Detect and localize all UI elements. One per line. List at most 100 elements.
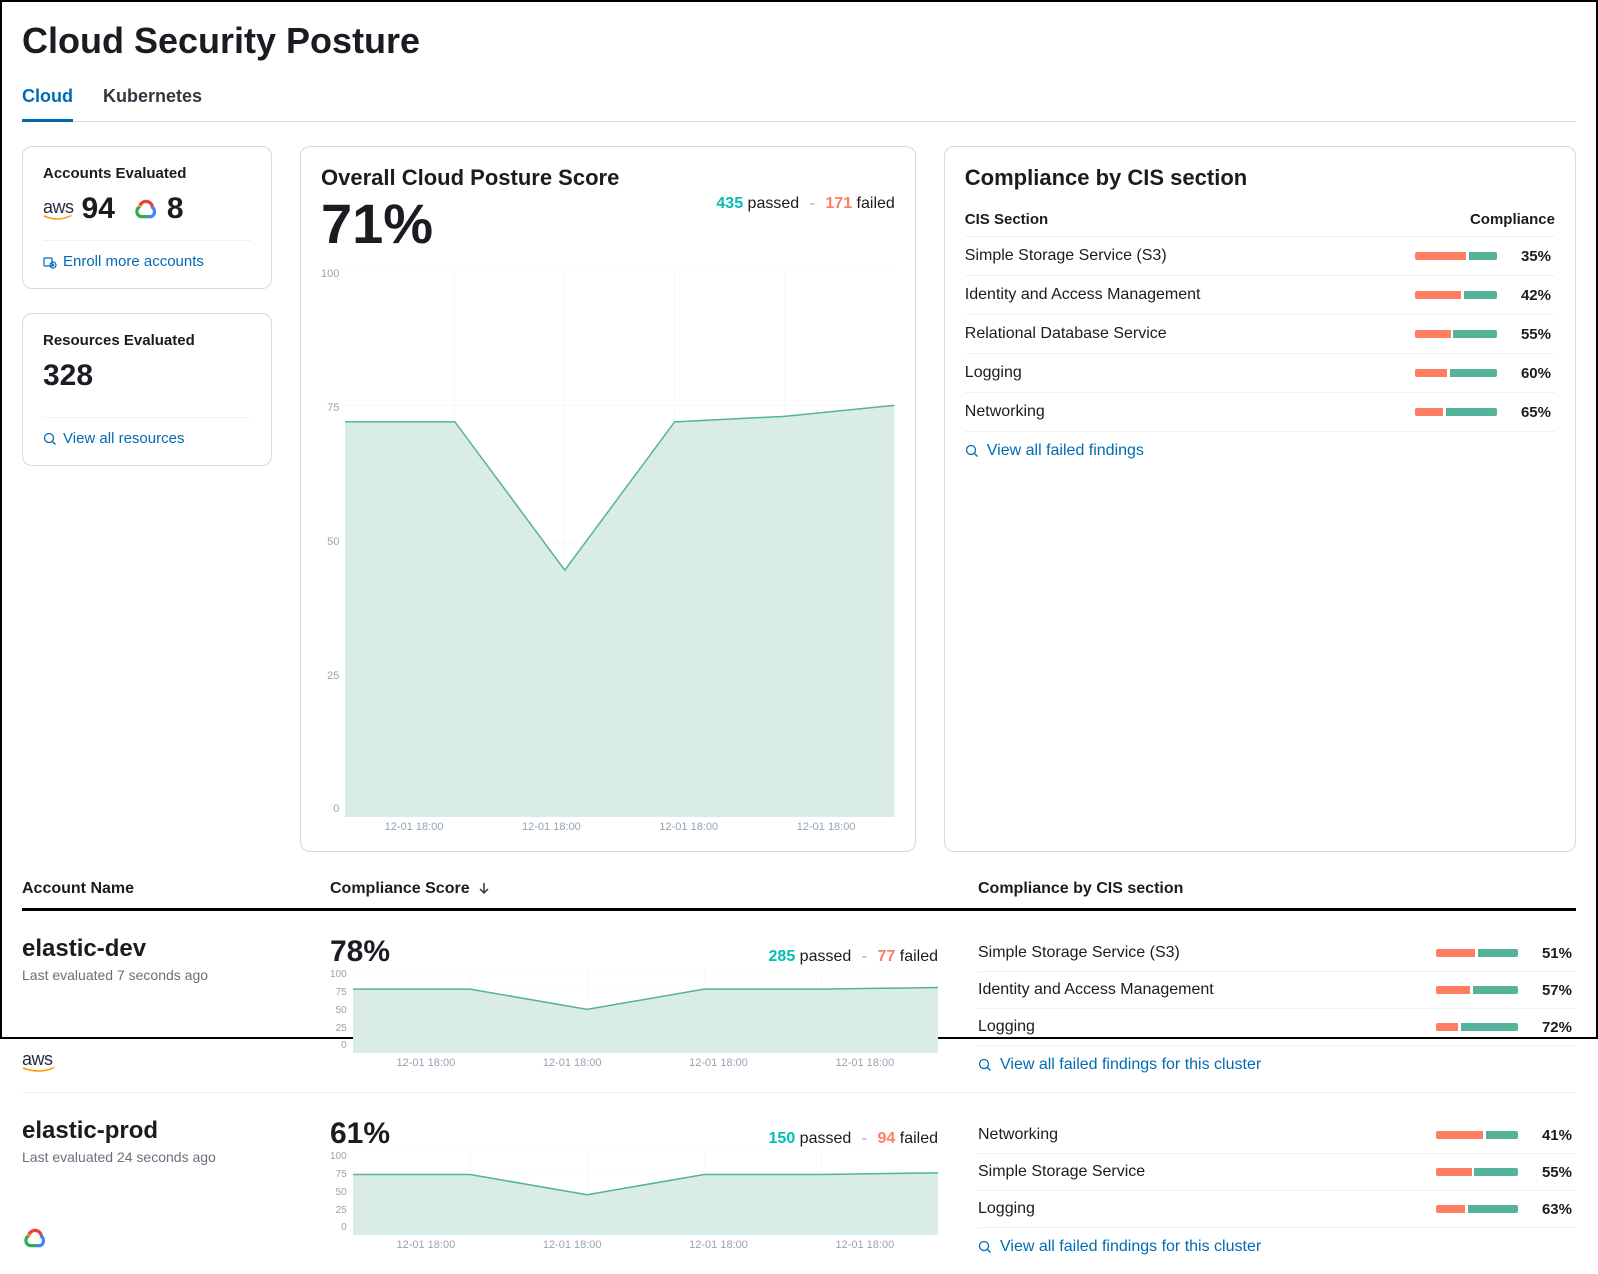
cis-row: Logging 63% <box>978 1190 1576 1227</box>
view-all-resources-link[interactable]: View all resources <box>43 417 251 447</box>
cis-row-name: Simple Storage Service <box>978 1163 1436 1181</box>
header-compliance-score[interactable]: Compliance Score <box>330 880 978 898</box>
cis-header-section: CIS Section <box>965 211 1048 228</box>
cis-bar <box>1415 291 1497 299</box>
failed-label: failed <box>852 195 895 212</box>
aws-icon: aws <box>22 1052 330 1074</box>
cis-row: Simple Storage Service 55% <box>978 1153 1576 1190</box>
cis-row-name: Networking <box>965 403 1415 421</box>
page-title: Cloud Security Posture <box>22 20 1576 62</box>
cis-bar <box>1436 1168 1518 1176</box>
search-icon <box>965 444 979 458</box>
aws-count: aws 94 <box>43 192 115 226</box>
search-icon <box>978 1058 992 1072</box>
overall-posture-card: Overall Cloud Posture Score 71% 435 pass… <box>300 146 916 852</box>
cis-row-name: Identity and Access Management <box>965 286 1415 304</box>
cis-title: Compliance by CIS section <box>965 165 1555 191</box>
cis-row-name: Relational Database Service <box>965 325 1415 343</box>
account-last-evaluated: Last evaluated 7 seconds ago <box>22 967 330 983</box>
cis-row: Logging 72% <box>978 1008 1576 1045</box>
cis-bar <box>1415 408 1497 416</box>
cis-row: Networking 65% <box>965 392 1555 431</box>
search-icon <box>978 1240 992 1254</box>
tab-cloud[interactable]: Cloud <box>22 78 73 122</box>
cis-row: Identity and Access Management 42% <box>965 275 1555 314</box>
accounts-evaluated-label: Accounts Evaluated <box>43 165 251 182</box>
cis-row-name: Simple Storage Service (S3) <box>965 247 1415 265</box>
gcp-icon <box>22 1225 48 1251</box>
cis-pct: 42% <box>1511 287 1551 304</box>
account-row: elastic-dev Last evaluated 7 seconds ago… <box>22 911 1576 1093</box>
overall-chart: 1007550250 12-01 18:0012-01 18:0012-01 1… <box>321 268 895 833</box>
header-account-name[interactable]: Account Name <box>22 880 330 898</box>
gcp-count-value: 8 <box>167 192 184 226</box>
cis-row: Simple Storage Service (S3) 35% <box>965 236 1555 275</box>
cis-header-compliance: Compliance <box>1470 211 1555 228</box>
cis-bar <box>1436 949 1518 957</box>
cis-bar <box>1436 1023 1518 1031</box>
aws-icon: aws <box>43 197 74 222</box>
cis-row: Networking 41% <box>978 1117 1576 1153</box>
view-cluster-findings-link[interactable]: View all failed findings for this cluste… <box>978 1227 1576 1256</box>
cis-row: Relational Database Service 55% <box>965 314 1555 353</box>
accounts-table-header: Account Name Compliance Score Compliance… <box>22 880 1576 911</box>
gcp-count: 8 <box>133 192 184 226</box>
account-pass-fail: 150 passed - 94 failed <box>769 1130 938 1148</box>
enroll-icon <box>43 255 57 269</box>
cis-row-name: Identity and Access Management <box>978 981 1436 999</box>
view-failed-findings-label: View all failed findings <box>987 442 1144 460</box>
account-name[interactable]: elastic-prod <box>22 1117 330 1145</box>
cis-pct: 41% <box>1532 1127 1572 1144</box>
cis-pct: 57% <box>1532 982 1572 999</box>
cis-row: Simple Storage Service (S3) 51% <box>978 935 1576 971</box>
view-failed-findings-link[interactable]: View all failed findings <box>965 431 1555 460</box>
cis-pct: 55% <box>1511 326 1551 343</box>
cis-pct: 63% <box>1532 1201 1572 1218</box>
resources-evaluated-card: Resources Evaluated 328 View all resourc… <box>22 313 272 466</box>
cis-pct: 60% <box>1511 365 1551 382</box>
overall-score: 71% <box>321 191 619 256</box>
cis-bar <box>1436 1205 1518 1213</box>
cis-pct: 55% <box>1532 1164 1572 1181</box>
account-score: 78% <box>330 935 390 969</box>
search-icon <box>43 432 57 446</box>
cis-pct: 65% <box>1511 404 1551 421</box>
cis-row: Logging 60% <box>965 353 1555 392</box>
overall-title: Overall Cloud Posture Score <box>321 165 619 191</box>
cis-pct: 72% <box>1532 1019 1572 1036</box>
account-chart: 1007550250 12-01 18:0012-01 18:0012-01 1… <box>330 1151 938 1251</box>
account-chart: 1007550250 12-01 18:0012-01 18:0012-01 1… <box>330 969 938 1069</box>
account-row: elastic-prod Last evaluated 24 seconds a… <box>22 1093 1576 1274</box>
cis-pct: 51% <box>1532 945 1572 962</box>
cis-row-name: Logging <box>978 1200 1436 1218</box>
cis-bar <box>1415 330 1497 338</box>
resources-evaluated-label: Resources Evaluated <box>43 332 251 349</box>
cis-bar <box>1436 1131 1518 1139</box>
tabs: Cloud Kubernetes <box>22 78 1576 122</box>
cis-bar <box>1415 369 1497 377</box>
enroll-accounts-link[interactable]: Enroll more accounts <box>43 240 251 270</box>
cis-row-name: Networking <box>978 1126 1436 1144</box>
overall-passed-count: 435 <box>716 195 743 212</box>
account-pass-fail: 285 passed - 77 failed <box>769 948 938 966</box>
account-score: 61% <box>330 1117 390 1151</box>
cis-row-name: Logging <box>978 1018 1436 1036</box>
gcp-icon <box>133 196 159 222</box>
enroll-accounts-label: Enroll more accounts <box>63 253 204 270</box>
header-cis[interactable]: Compliance by CIS section <box>978 880 1576 898</box>
cis-row-name: Simple Storage Service (S3) <box>978 944 1436 962</box>
account-name[interactable]: elastic-dev <box>22 935 330 963</box>
tab-kubernetes[interactable]: Kubernetes <box>103 78 202 121</box>
cis-row-name: Logging <box>965 364 1415 382</box>
cis-pct: 35% <box>1511 248 1551 265</box>
cis-bar <box>1415 252 1497 260</box>
cis-row: Identity and Access Management 57% <box>978 971 1576 1008</box>
cis-compliance-card: Compliance by CIS section CIS Section Co… <box>944 146 1576 852</box>
overall-failed-count: 171 <box>825 195 852 212</box>
account-provider <box>22 1225 330 1256</box>
overall-pass-fail: 435 passed - 171 failed <box>716 195 894 213</box>
sort-desc-icon <box>476 881 492 897</box>
account-provider: aws <box>22 1049 330 1074</box>
view-cluster-findings-link[interactable]: View all failed findings for this cluste… <box>978 1045 1576 1074</box>
view-all-resources-label: View all resources <box>63 430 184 447</box>
